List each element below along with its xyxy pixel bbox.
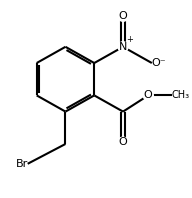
Text: O: O (119, 137, 127, 147)
Text: N: N (119, 42, 127, 52)
Circle shape (118, 137, 128, 147)
Text: O: O (119, 11, 127, 21)
Text: CH₃: CH₃ (172, 90, 190, 100)
Text: Br: Br (15, 159, 28, 169)
Circle shape (143, 90, 153, 100)
Circle shape (118, 42, 128, 52)
Text: O: O (144, 90, 153, 100)
Text: +: + (127, 35, 133, 45)
Circle shape (118, 11, 128, 21)
Text: O⁻: O⁻ (152, 58, 166, 68)
